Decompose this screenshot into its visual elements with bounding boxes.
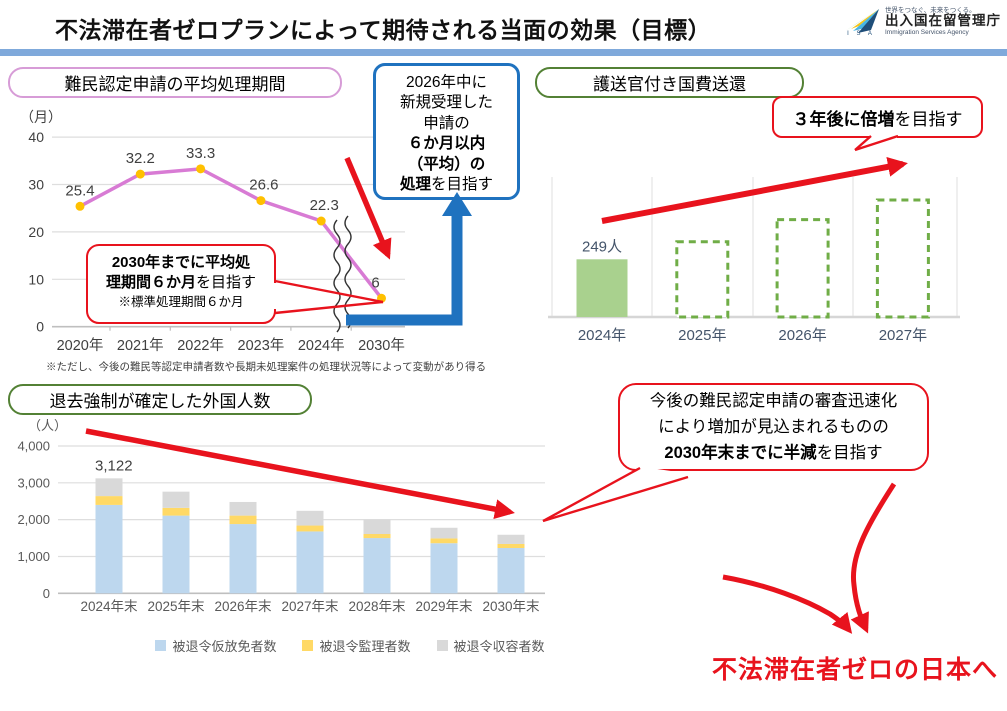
svg-text:2021年: 2021年 (117, 337, 164, 354)
callout-note: ※標準処理期間６か月 (118, 294, 244, 309)
legend-swatch (155, 640, 167, 651)
svg-text:2025年末: 2025年末 (147, 599, 205, 614)
logo-acronym: I S A (847, 31, 875, 37)
escort-bar-chart: 249人 2024年 2025年 2026年 2027年 (548, 177, 960, 344)
svg-text:2030年: 2030年 (358, 337, 405, 354)
bubble-line: 今後の難民認定申請の審査迅速化 (649, 391, 898, 410)
callout-tail-line (854, 134, 899, 152)
goal-line: 申請の (423, 114, 470, 132)
svg-text:25.4: 25.4 (65, 182, 94, 199)
svg-text:10: 10 (28, 271, 44, 287)
page-title: 不法滞在者ゼロプランによって期待される当面の効果（目標） (55, 17, 712, 43)
svg-text:3,122: 3,122 (95, 457, 133, 474)
refugee-chart-footnote: ※ただし、今後の難民等認定申請者数や長期未処理案件の処理状況等によって変動があり… (46, 361, 487, 373)
legend-label: 被退令監理者数 (319, 639, 411, 654)
svg-text:4,000: 4,000 (17, 439, 50, 454)
curved-arrow-right (850, 482, 897, 634)
svg-text:2024年: 2024年 (298, 337, 345, 354)
svg-text:2020年: 2020年 (57, 337, 104, 354)
callout-halve-target: 今後の難民認定申請の審査迅速化 により増加が見込まれるものの 2030年末までに… (618, 383, 929, 471)
svg-text:2,000: 2,000 (17, 512, 50, 527)
bubble-line: により増加が見込まれるものの (658, 417, 889, 436)
legend-swatch (302, 640, 314, 651)
svg-text:33.3: 33.3 (186, 145, 215, 162)
bubble-line: 2030年末までに半減を目指す (664, 444, 883, 463)
logo-org-name: 出入国在留管理庁 (885, 13, 1001, 29)
legend-swatch (436, 640, 448, 651)
goal-line: 処理を目指す (399, 176, 494, 194)
goal-line: （平均）の (407, 155, 486, 173)
svg-text:40: 40 (28, 129, 44, 145)
deportee-stacked-chart: 0 1,000 2,000 3,000 4,000 （人） 2024年末 2025年末 2026… (17, 418, 545, 614)
stacked-chart-legend: 被退令仮放免者数 被退令監理者数 被退令収容者数 (110, 636, 590, 655)
logo-tagline: 世界をつなぐ、未来をつくる。 (885, 7, 976, 14)
slogan-text: 不法滞在者ゼロの日本へ (712, 656, 999, 684)
paper-plane-icon (845, 9, 879, 33)
agency-logo: I S A 世界をつなぐ、未来をつくる。 出入国在留管理庁 Immigratio… (841, 7, 1001, 37)
svg-text:2024年: 2024年 (578, 327, 626, 344)
svg-text:2024年末: 2024年末 (80, 599, 138, 614)
svg-text:2027年: 2027年 (879, 327, 927, 344)
callout-line: 理期間６か月を目指す (105, 274, 257, 292)
svg-text:2026年末: 2026年末 (214, 599, 272, 614)
goal-line: 新規受理した (399, 94, 493, 112)
legend-label: 被退令収容者数 (453, 639, 545, 654)
svg-text:20: 20 (28, 224, 44, 240)
goal-line: ６か月以内 (407, 135, 486, 153)
callout-line: 2030年までに平均処 (111, 254, 251, 271)
callout-2030-target: 2030年までに平均処 理期間６か月を目指す ※標準処理期間６か月 (86, 244, 276, 324)
svg-text:2025年: 2025年 (678, 327, 726, 344)
svg-text:（月）: （月） (20, 109, 62, 125)
logo-org-name-en: Immigration Services Agency (885, 28, 969, 36)
svg-text:22.3: 22.3 (310, 197, 339, 214)
callout-tail-line (854, 135, 872, 151)
title-underline-band (0, 49, 1007, 56)
section-title-deport: 退去強制が確定した外国人数 (8, 384, 312, 415)
legend-item: 被退令仮放免者数 (155, 636, 276, 655)
svg-text:30: 30 (28, 177, 44, 193)
svg-text:2022年: 2022年 (177, 337, 224, 354)
goal-line: 2026年中に (406, 74, 487, 91)
svg-text:26.6: 26.6 (249, 177, 278, 194)
svg-text:2029年末: 2029年末 (415, 599, 473, 614)
svg-text:2030年末: 2030年末 (482, 599, 540, 614)
legend-item: 被退令監理者数 (302, 636, 411, 655)
svg-text:249人: 249人 (582, 238, 622, 255)
svg-text:2023年: 2023年 (238, 337, 285, 354)
svg-text:32.2: 32.2 (126, 150, 155, 167)
svg-text:3,000: 3,000 (17, 475, 50, 490)
refugee-line-chart: 0 10 20 30 40 （月） 25.4 2020年 32.2 2021年 33.3 2022年 2… (20, 109, 405, 354)
section-title-refugee: 難民認定申請の平均処理期間 (8, 67, 342, 98)
svg-text:0: 0 (43, 586, 50, 601)
svg-text:0: 0 (36, 319, 44, 335)
svg-text:1,000: 1,000 (17, 549, 50, 564)
legend-label: 被退令仮放免者数 (172, 639, 277, 654)
legend-item: 被退令収容者数 (436, 636, 545, 655)
callout-double-target: ３年後に倍増を目指す (772, 96, 983, 138)
svg-text:2026年: 2026年 (778, 327, 826, 344)
svg-text:（人）: （人） (28, 418, 67, 433)
goal-2026-box: 2026年中に 新規受理した 申請の ６か月以内 （平均）の 処理を目指す (373, 63, 520, 200)
svg-text:6: 6 (371, 274, 379, 291)
section-title-escort: 護送官付き国費送還 (535, 67, 804, 98)
svg-text:2027年末: 2027年末 (281, 599, 339, 614)
svg-text:2028年末: 2028年末 (348, 599, 406, 614)
curved-arrow-left (722, 574, 853, 634)
